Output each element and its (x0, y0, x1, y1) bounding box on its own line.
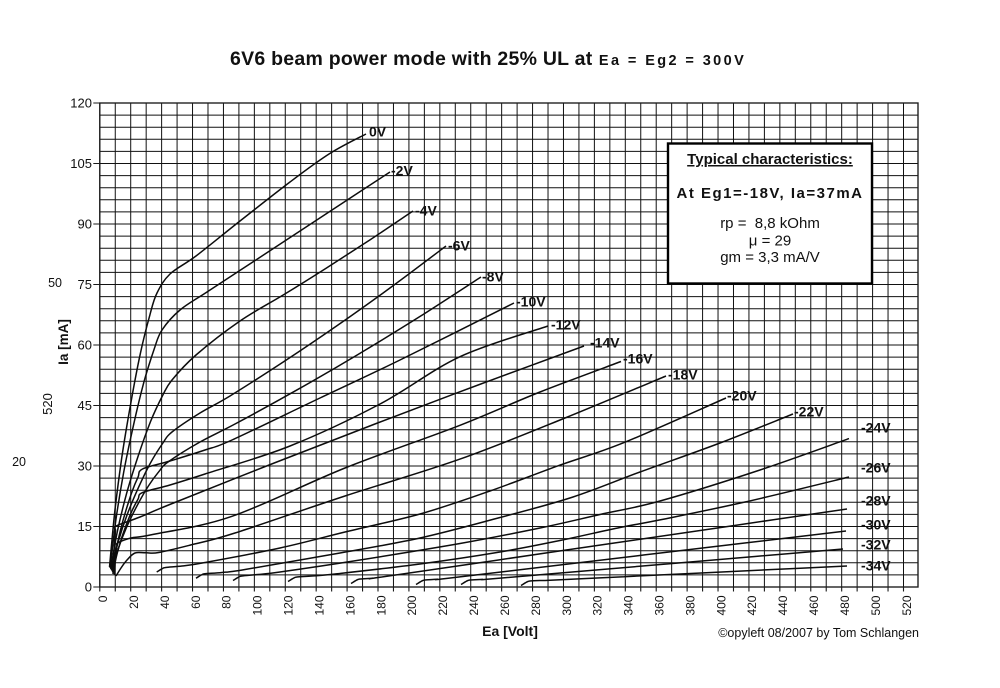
svg-text:260: 260 (498, 595, 512, 615)
svg-text:-12V: -12V (551, 317, 581, 333)
svg-text:-32V: -32V (861, 537, 891, 553)
svg-text:-6V: -6V (448, 238, 470, 254)
svg-text:90: 90 (78, 217, 92, 232)
svg-text:μ = 29: μ = 29 (749, 233, 791, 250)
svg-text:500: 500 (869, 595, 883, 615)
svg-text:-30V: -30V (861, 517, 891, 533)
svg-text:0: 0 (85, 580, 92, 595)
svg-text:-24V: -24V (861, 420, 891, 436)
svg-text:45: 45 (78, 398, 92, 413)
svg-text:380: 380 (683, 595, 697, 615)
svg-text:160: 160 (343, 595, 357, 615)
svg-text:180: 180 (374, 595, 388, 615)
svg-text:-4V: -4V (415, 203, 437, 219)
svg-text:480: 480 (838, 595, 852, 615)
svg-text:120: 120 (70, 96, 92, 111)
svg-text:-20V: -20V (727, 388, 757, 404)
svg-text:Ea [Volt]: Ea [Volt] (482, 623, 538, 639)
svg-text:75: 75 (78, 277, 92, 292)
svg-text:100: 100 (251, 595, 265, 615)
svg-text:105: 105 (70, 156, 92, 171)
svg-text:420: 420 (745, 595, 759, 615)
svg-text:520: 520 (900, 595, 914, 615)
svg-text:-28V: -28V (861, 493, 891, 509)
svg-text:240: 240 (467, 595, 481, 615)
svg-text:6V6 beam power mode with 25% U: 6V6 beam power mode with 25% UL at Ea = … (230, 48, 746, 70)
svg-text:gm = 3,3 mA/V: gm = 3,3 mA/V (720, 249, 820, 266)
svg-text:Ia [mA]: Ia [mA] (56, 319, 71, 365)
svg-text:Typical characteristics:: Typical characteristics: (687, 151, 853, 168)
svg-text:140: 140 (313, 595, 327, 615)
svg-text:-18V: -18V (668, 367, 698, 383)
svg-text:rp = 8,8 kOhm: rp = 8,8 kOhm (720, 215, 820, 232)
svg-text:360: 360 (653, 595, 667, 615)
svg-text:-16V: -16V (623, 351, 653, 367)
svg-text:520: 520 (40, 393, 55, 415)
svg-text:40: 40 (158, 595, 172, 609)
svg-text:280: 280 (529, 595, 543, 615)
svg-text:-10V: -10V (516, 294, 546, 310)
svg-text:-26V: -26V (861, 460, 891, 476)
svg-text:0V: 0V (369, 124, 387, 140)
svg-text:220: 220 (436, 595, 450, 615)
svg-text:460: 460 (807, 595, 821, 615)
svg-text:340: 340 (622, 595, 636, 615)
svg-text:200: 200 (405, 595, 419, 615)
svg-text:©opyleft 08/2007 by Tom Schlan: ©opyleft 08/2007 by Tom Schlangen (718, 626, 919, 640)
svg-text:60: 60 (78, 338, 92, 353)
svg-text:320: 320 (591, 595, 605, 615)
svg-text:300: 300 (560, 595, 574, 615)
svg-text:-2V: -2V (391, 163, 413, 179)
svg-text:-22V: -22V (794, 404, 824, 420)
svg-text:15: 15 (78, 519, 92, 534)
svg-text:120: 120 (282, 595, 296, 615)
svg-text:At Eg1=-18V, Ia=37mA: At Eg1=-18V, Ia=37mA (676, 185, 863, 202)
svg-text:440: 440 (776, 595, 790, 615)
svg-text:20: 20 (12, 455, 26, 469)
svg-text:-8V: -8V (482, 269, 504, 285)
svg-text:400: 400 (714, 595, 728, 615)
svg-text:-14V: -14V (590, 335, 620, 351)
svg-text:30: 30 (78, 459, 92, 474)
svg-text:20: 20 (127, 595, 141, 609)
svg-text:60: 60 (189, 595, 203, 609)
svg-text:50: 50 (48, 276, 62, 290)
svg-text:0: 0 (96, 595, 110, 602)
svg-text:-34V: -34V (861, 558, 891, 574)
svg-text:80: 80 (220, 595, 234, 609)
